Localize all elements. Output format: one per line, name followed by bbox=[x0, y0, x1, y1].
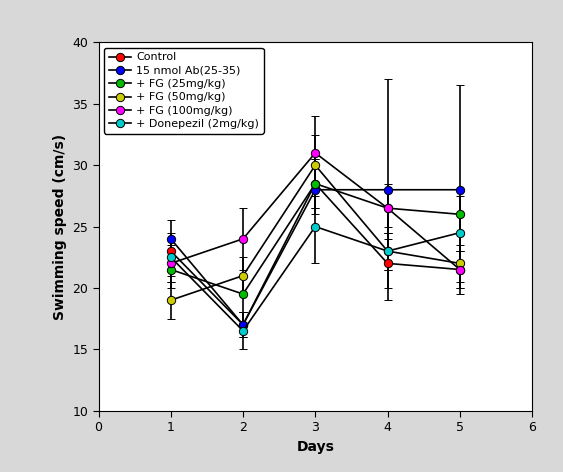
Y-axis label: Swimming speed (cm/s): Swimming speed (cm/s) bbox=[53, 134, 66, 320]
Legend: Control, 15 nmol Ab(25-35), + FG (25mg/kg), + FG (50mg/kg), + FG (100mg/kg), + D: Control, 15 nmol Ab(25-35), + FG (25mg/k… bbox=[104, 48, 263, 134]
X-axis label: Days: Days bbox=[296, 439, 334, 454]
